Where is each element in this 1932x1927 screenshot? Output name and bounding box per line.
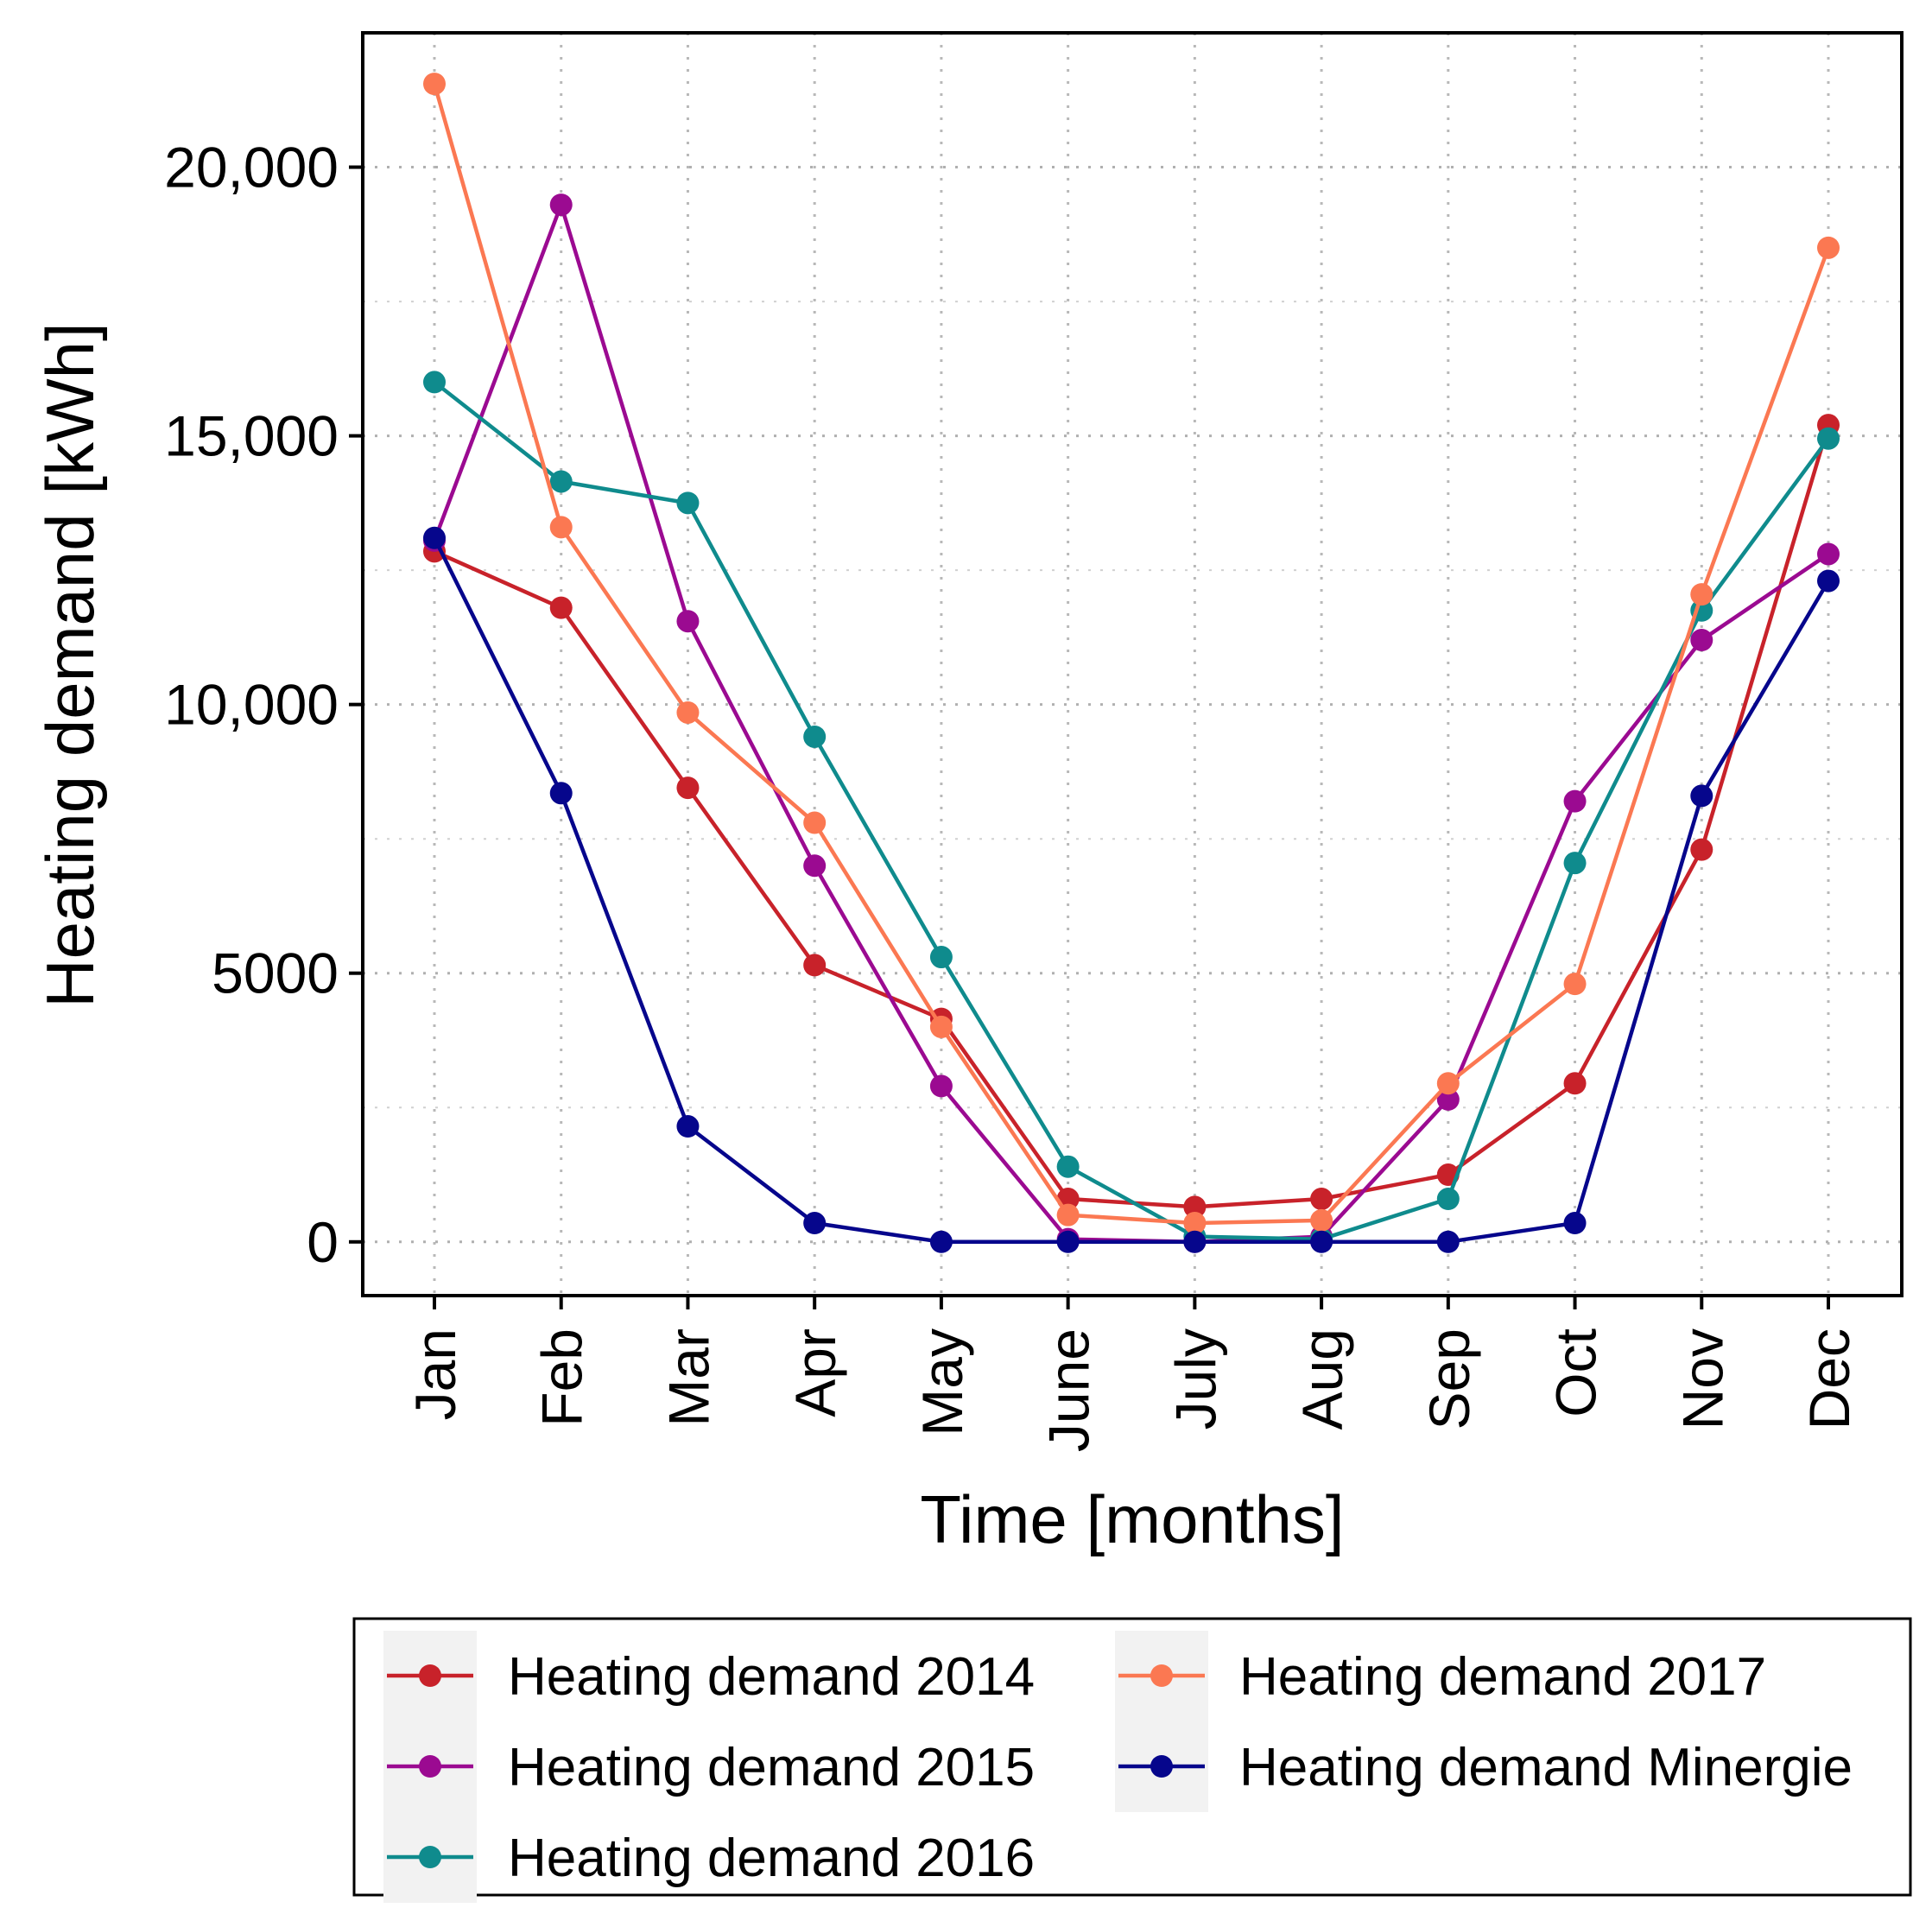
legend-label: Heating demand 2015 (508, 1738, 1035, 1797)
data-point (1563, 1212, 1587, 1235)
x-tick-label: Sep (1417, 1328, 1481, 1429)
data-point (1563, 789, 1587, 813)
data-point (1690, 784, 1713, 808)
x-tick-label: July (1163, 1328, 1227, 1429)
series-group (423, 526, 1840, 1253)
legend-label: Heating demand 2014 (508, 1647, 1035, 1707)
data-point (1817, 427, 1840, 450)
y-tick-label: 20,000 (164, 136, 339, 200)
legend-item: Heating demand Minergie (1115, 1721, 1853, 1812)
data-point (1817, 236, 1840, 259)
data-point (803, 854, 827, 878)
data-point (1563, 852, 1587, 875)
legend-key-marker (419, 1664, 441, 1687)
y-tick-label: 5000 (212, 941, 339, 1005)
data-point (803, 811, 827, 834)
data-point (803, 954, 827, 977)
data-point (423, 73, 446, 96)
grid (363, 33, 1902, 1296)
data-point (1436, 1230, 1460, 1253)
data-point (676, 700, 700, 724)
x-tick-label: Aug (1290, 1328, 1354, 1429)
series-group (423, 73, 1840, 1235)
data-point (1817, 542, 1840, 566)
data-point (423, 526, 446, 549)
data-point (676, 777, 700, 800)
legend-item: Heating demand 2016 (383, 1812, 1035, 1903)
x-tick-label: Dec (1797, 1328, 1861, 1429)
data-point (1310, 1230, 1333, 1253)
data-point (676, 610, 700, 633)
data-point (929, 1230, 953, 1253)
x-tick-label: Feb (530, 1328, 594, 1427)
data-point (929, 946, 953, 969)
legend: Heating demand 2014 Heating demand 2015 He… (352, 1617, 1912, 1903)
y-tick-label: 15,000 (164, 404, 339, 468)
y-tick-label: 0 (307, 1210, 339, 1274)
x-tick-label: May (910, 1328, 974, 1436)
legend-label: Heating demand 2016 (508, 1829, 1035, 1888)
data-point (1436, 1072, 1460, 1095)
data-point (1563, 973, 1587, 996)
legend-label: Heating demand 2017 (1239, 1647, 1766, 1707)
y-axis-title: Heating demand [kWh] (32, 322, 108, 1007)
data-point (1690, 838, 1713, 861)
data-point (549, 516, 573, 539)
data-point (1563, 1072, 1587, 1095)
series-layer (423, 73, 1840, 1253)
x-tick-label: Mar (656, 1328, 720, 1427)
x-tick-label: Oct (1544, 1328, 1608, 1417)
legend-item: Heating demand 2017 (1115, 1631, 1766, 1721)
legend-item: Heating demand 2015 (383, 1721, 1035, 1812)
data-point (1436, 1188, 1460, 1211)
data-point (1183, 1230, 1207, 1253)
x-axis-title: Time [months] (920, 1481, 1344, 1557)
data-point (1056, 1155, 1080, 1178)
data-point (1183, 1212, 1207, 1235)
legend-key-marker (419, 1846, 441, 1868)
data-point (1056, 1230, 1080, 1253)
series-line (433, 380, 1830, 1241)
data-point (1310, 1188, 1333, 1211)
data-point (549, 193, 573, 217)
legend-label: Heating demand Minergie (1239, 1738, 1853, 1797)
plot-frame (361, 31, 1903, 1297)
legend-item: Heating demand 2014 (383, 1631, 1035, 1721)
data-point (1690, 583, 1713, 606)
data-point (929, 1074, 953, 1098)
legend-key-marker (1150, 1755, 1173, 1778)
series-group (423, 371, 1840, 1251)
series-line (434, 424, 1831, 1209)
data-point (1183, 1195, 1207, 1219)
data-point (1056, 1203, 1080, 1227)
data-point (549, 596, 573, 619)
data-point (676, 491, 700, 515)
series-group (423, 414, 1840, 1219)
legend-key-marker (419, 1755, 441, 1778)
y-tick-label: 10,000 (164, 673, 339, 737)
data-point (803, 1212, 827, 1235)
x-tick-label: June (1037, 1328, 1101, 1452)
data-point (1310, 1208, 1333, 1232)
data-point (423, 371, 446, 394)
data-point (803, 725, 827, 748)
data-point (676, 1115, 700, 1138)
legend-key-marker (1150, 1664, 1173, 1687)
axes: 0 5000 10,000 15,000 20,000 Jan Feb Mar Apr May Ju… (164, 136, 1861, 1453)
series-group (423, 193, 1840, 1253)
x-tick-label: Jan (403, 1328, 467, 1420)
data-point (1690, 629, 1713, 652)
x-tick-label: Apr (783, 1328, 847, 1417)
data-point (549, 470, 573, 493)
data-point (1436, 1087, 1460, 1111)
data-point (1817, 569, 1840, 593)
series-line (432, 536, 1830, 1245)
data-point (929, 1015, 953, 1038)
x-tick-label: Nov (1670, 1328, 1734, 1429)
data-point (549, 782, 573, 805)
series-line (432, 83, 1831, 1226)
